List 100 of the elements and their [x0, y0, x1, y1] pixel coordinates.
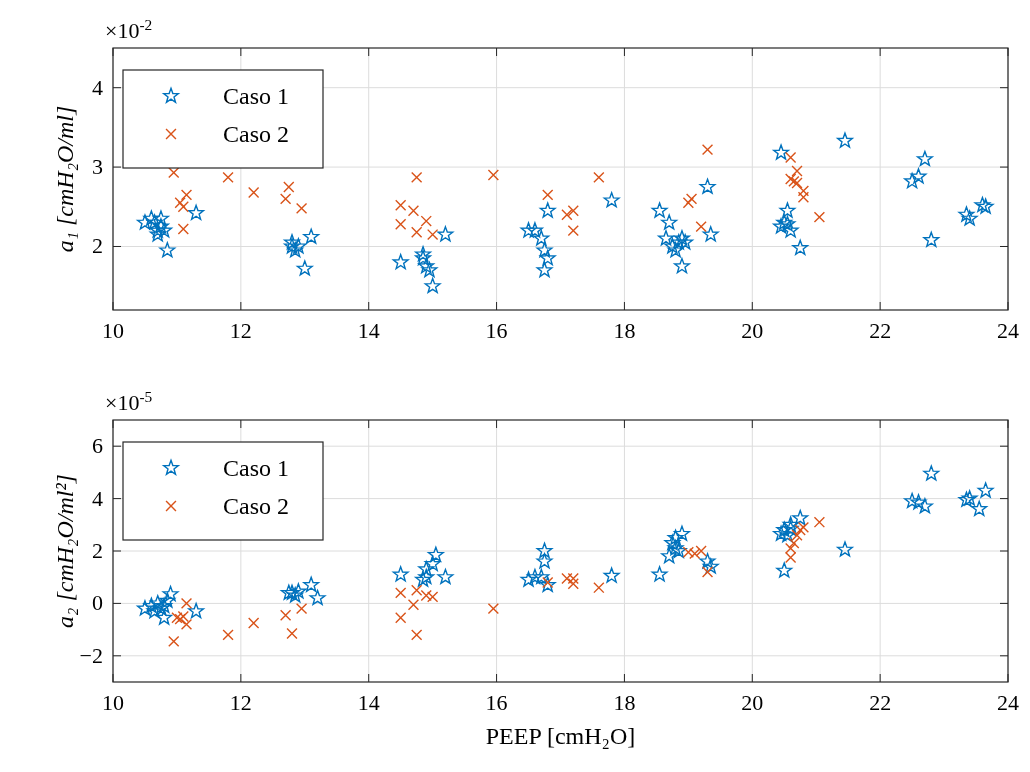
point — [426, 591, 439, 603]
point — [661, 214, 678, 230]
point — [424, 555, 441, 572]
legend-label: Caso 1 — [223, 455, 289, 481]
point — [395, 218, 407, 230]
point — [664, 534, 681, 551]
point — [797, 191, 810, 203]
point — [286, 627, 298, 640]
point — [136, 600, 153, 616]
point — [152, 210, 169, 226]
point — [290, 238, 307, 254]
point — [487, 169, 500, 181]
point — [411, 629, 423, 641]
point — [437, 568, 454, 585]
point — [916, 150, 933, 167]
point — [670, 234, 687, 250]
point — [149, 595, 166, 611]
point — [904, 172, 921, 189]
point — [657, 230, 674, 246]
y-tick-label: 3 — [92, 154, 103, 180]
y-axis-title: a₁ [cmH₂O/ml] — [52, 105, 78, 253]
legend-label: Caso 1 — [223, 83, 289, 109]
point — [784, 542, 797, 555]
point — [667, 529, 684, 545]
point — [188, 602, 205, 619]
point — [916, 498, 933, 514]
point — [910, 168, 927, 184]
y-tick-label: 6 — [92, 433, 103, 459]
point — [392, 566, 409, 582]
x-tick-label: 18 — [613, 690, 636, 715]
point — [177, 223, 189, 235]
point — [779, 526, 796, 543]
point — [961, 210, 978, 226]
point — [287, 242, 304, 258]
point — [411, 171, 423, 184]
point — [162, 585, 179, 602]
point — [526, 222, 543, 238]
point — [279, 609, 292, 621]
point — [287, 587, 304, 603]
point — [533, 230, 550, 246]
x-axis-title: PEEP [cmH₂O] — [485, 723, 636, 749]
point — [667, 242, 684, 258]
point — [143, 210, 160, 226]
point — [677, 234, 694, 250]
legend-label: Caso 2 — [223, 121, 289, 147]
point — [303, 228, 320, 244]
point — [603, 567, 620, 583]
point — [159, 242, 176, 258]
point — [904, 492, 921, 509]
point — [776, 521, 793, 537]
point — [149, 222, 166, 238]
point — [792, 239, 809, 255]
point — [685, 193, 698, 205]
point — [407, 205, 420, 217]
point — [295, 602, 308, 615]
point — [539, 249, 556, 266]
point — [437, 226, 454, 242]
point — [149, 226, 166, 242]
x-tick-label: 16 — [485, 318, 508, 343]
point — [971, 500, 988, 517]
y-tick-label: 0 — [92, 590, 103, 616]
point — [222, 629, 234, 641]
y-tick-label: 4 — [92, 485, 103, 511]
point — [773, 525, 790, 541]
point — [699, 553, 716, 569]
point — [664, 238, 681, 254]
point — [603, 192, 620, 208]
x-tick-label: 14 — [357, 318, 380, 343]
point — [593, 582, 605, 594]
point — [776, 562, 793, 578]
x-tick-label: 12 — [229, 690, 252, 715]
point — [567, 578, 579, 590]
point — [159, 592, 176, 608]
point — [146, 602, 163, 619]
point — [794, 524, 806, 536]
y-tick-label: 4 — [92, 74, 103, 100]
point — [420, 589, 432, 602]
point — [156, 609, 173, 625]
point — [411, 226, 423, 238]
point — [836, 132, 853, 148]
x-tick-label: 20 — [741, 690, 764, 715]
y-tick-label: 2 — [92, 538, 103, 563]
point — [536, 242, 553, 258]
point — [395, 587, 407, 599]
point — [773, 144, 790, 160]
point — [536, 542, 553, 558]
point — [180, 597, 193, 610]
point — [784, 151, 797, 164]
x-tick-label: 24 — [997, 318, 1019, 343]
y-tick-label: −2 — [79, 642, 103, 668]
point — [415, 246, 432, 262]
x-tick-label: 12 — [229, 318, 252, 343]
point — [673, 525, 690, 541]
point — [977, 482, 994, 498]
point — [923, 231, 940, 248]
point — [415, 249, 432, 266]
point — [136, 214, 153, 230]
point — [279, 193, 292, 205]
point — [788, 537, 800, 549]
x-tick-label: 10 — [102, 318, 124, 343]
